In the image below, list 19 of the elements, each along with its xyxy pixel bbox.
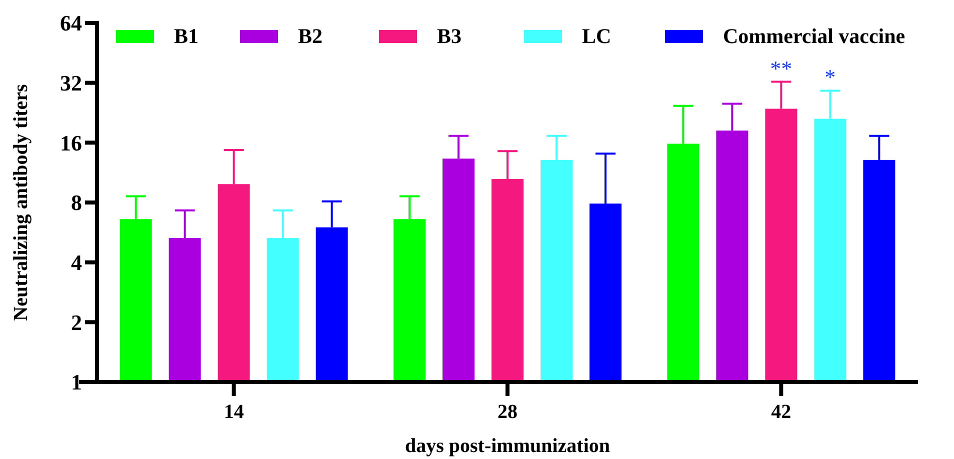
legend-label: LC [582,24,612,48]
y-tick-label: 1 [71,370,82,395]
x-tick-label: 14 [224,401,244,423]
annotation: * [824,64,836,90]
y-tick-label: 16 [60,130,82,156]
y-tick-label: 32 [60,70,82,96]
y-tick-label: 64 [60,10,82,36]
y-axis-title: Neutralizing antibody titers [10,84,32,321]
y-tick-label: 4 [71,250,82,276]
legend-label: B2 [298,24,323,48]
legend-label: Commercial vaccine [723,24,906,48]
x-axis-title: days post-immunization [404,435,610,457]
y-tick-label: 2 [71,310,82,335]
x-tick-label: 42 [771,401,792,423]
legend-label: B1 [174,24,199,48]
legend-label: B3 [437,24,462,48]
y-tick-label: 8 [71,190,82,216]
x-tick-label: 28 [498,401,518,423]
annotation: ** [770,56,792,81]
